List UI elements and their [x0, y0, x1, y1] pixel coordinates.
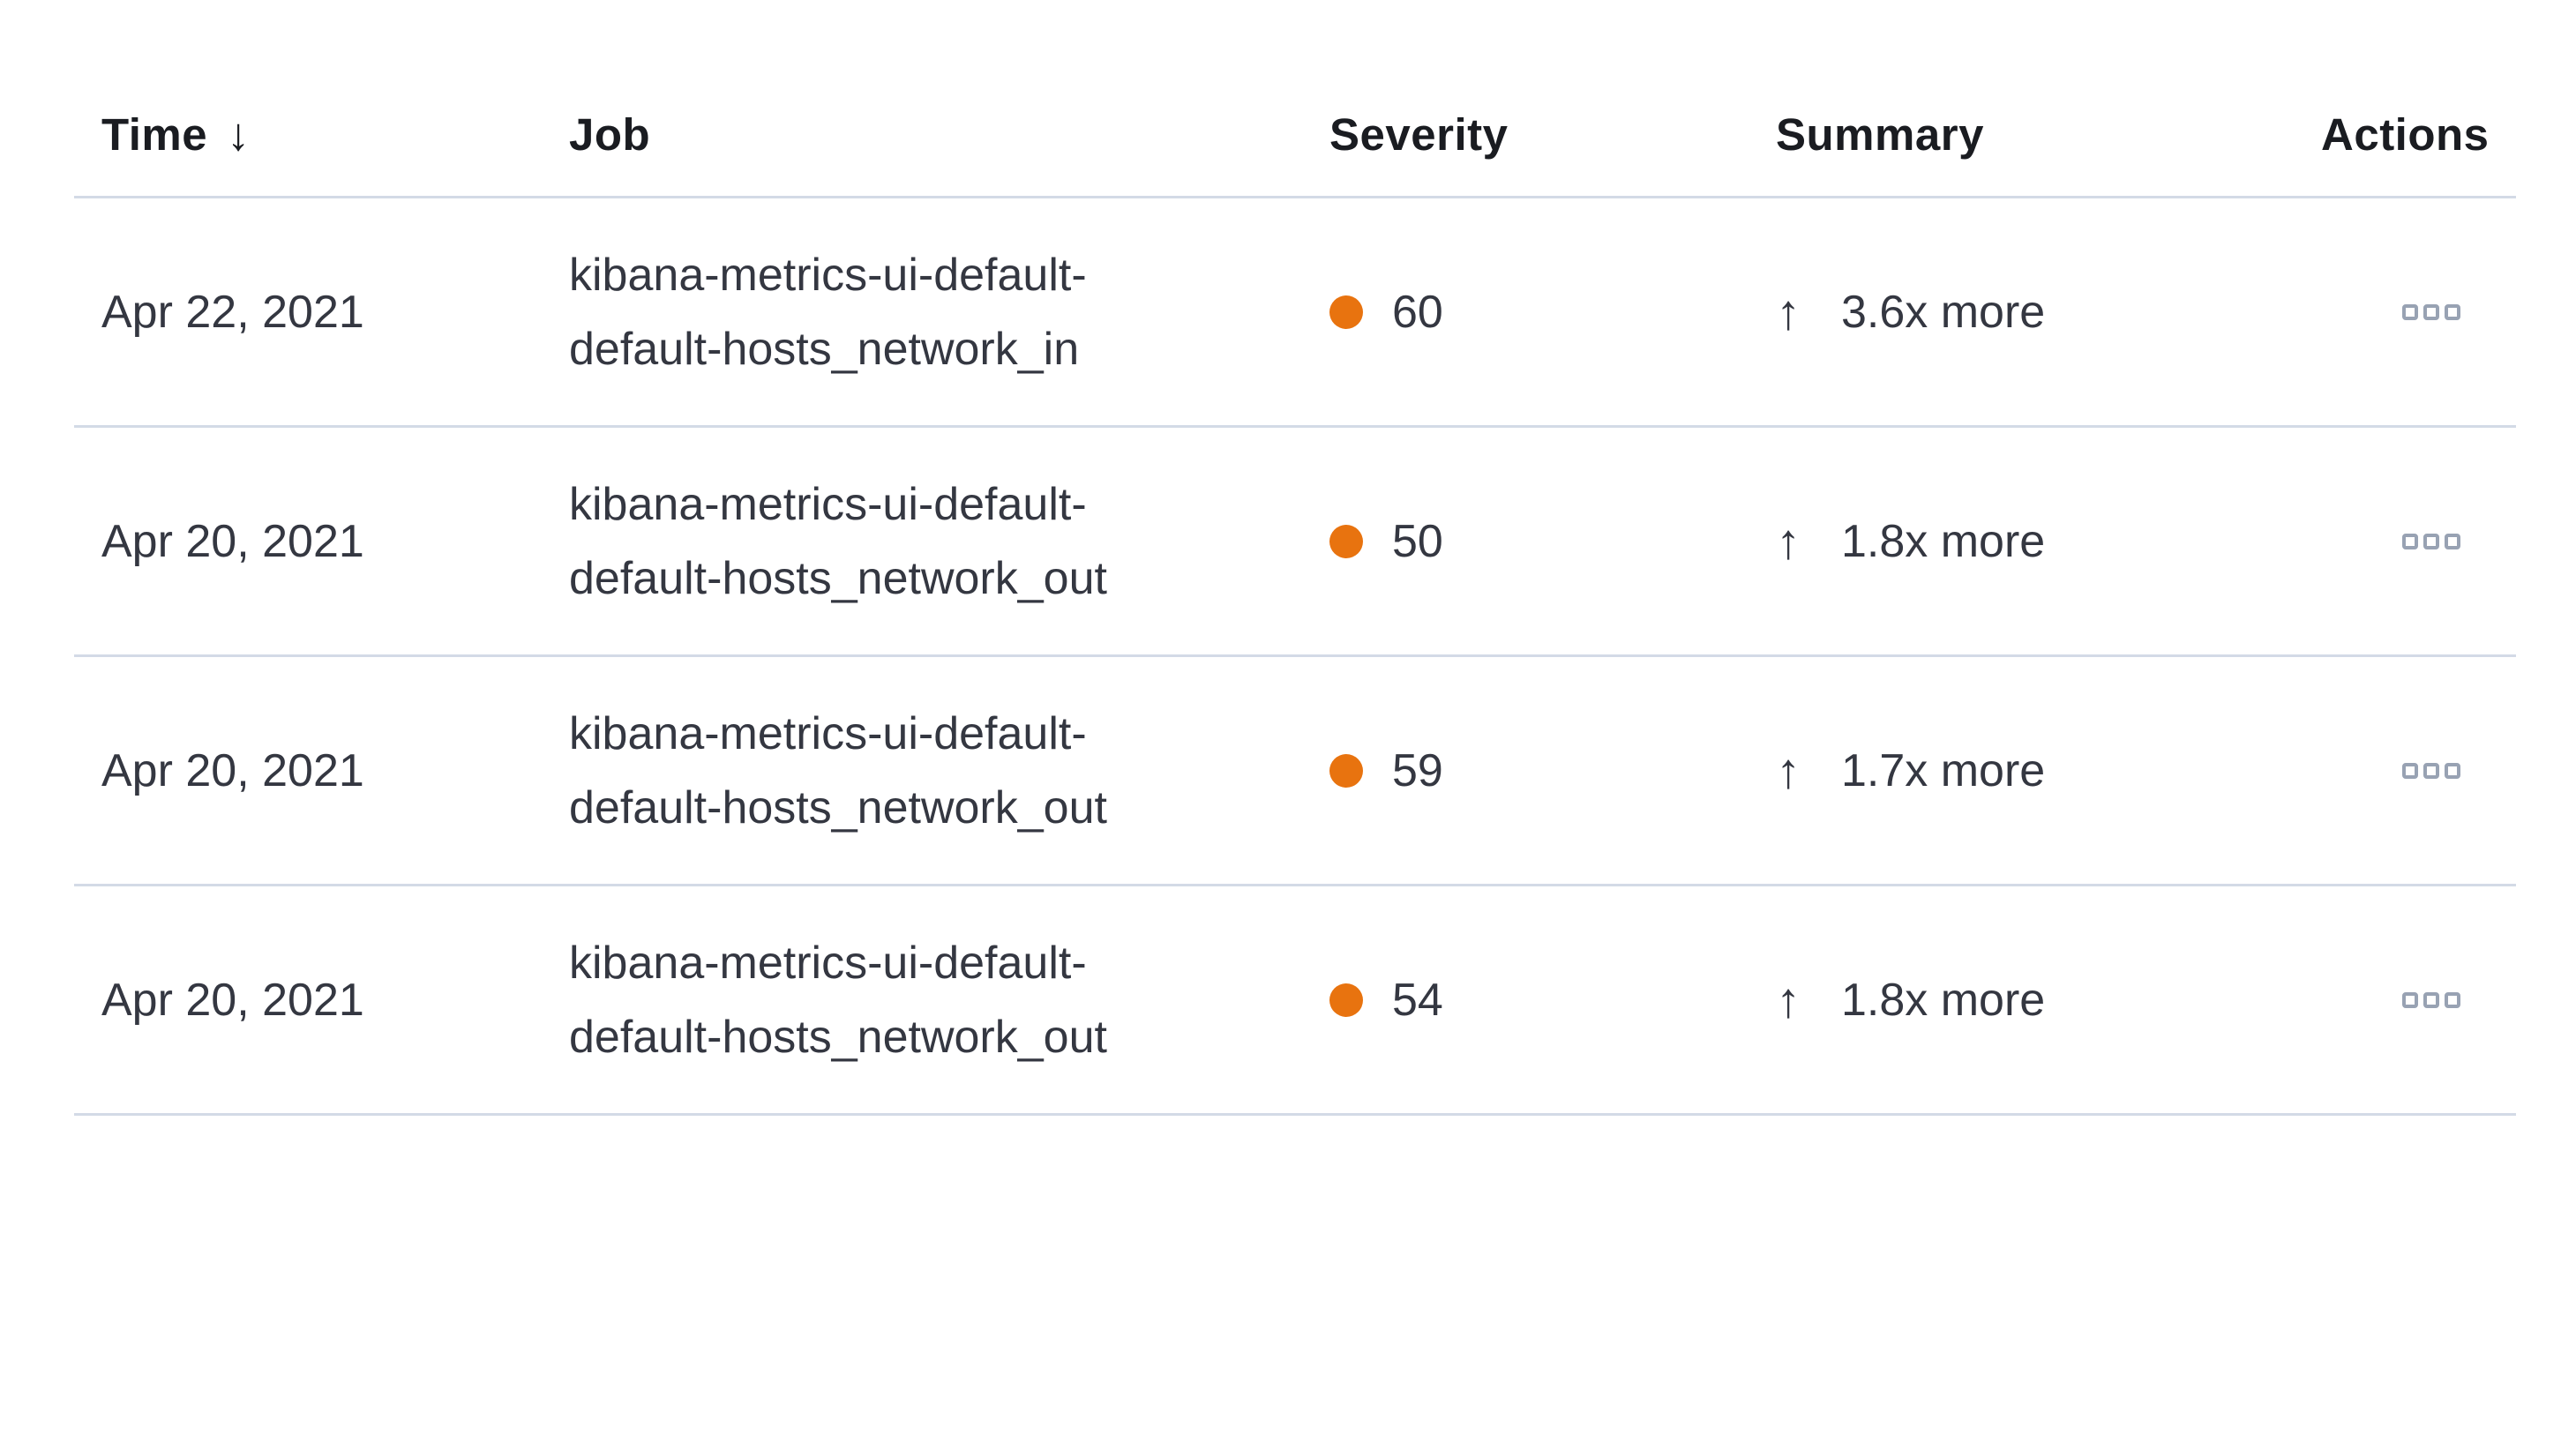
anomaly-job-line-2: default-hosts_network_out — [569, 1011, 1107, 1063]
anomaly-job-line-1: kibana-metrics-ui-default- — [569, 937, 1087, 989]
trend-up-icon: ↑ — [1776, 742, 1801, 798]
anomaly-actions — [2294, 533, 2516, 549]
anomaly-severity: 54 — [1302, 973, 1749, 1028]
anomaly-job: kibana-metrics-ui-default- default-hosts… — [542, 238, 1302, 386]
column-header-severity-label: Severity — [1329, 109, 1509, 160]
boxes-horizontal-icon — [2402, 762, 2460, 779]
anomaly-time: Apr 20, 2021 — [101, 515, 364, 567]
column-header-job-label: Job — [569, 109, 651, 160]
severity-dot-icon — [1329, 753, 1363, 788]
anomaly-job: kibana-metrics-ui-default- default-hosts… — [542, 467, 1302, 616]
anomalies-table: Time ↓ Job Severity Summary Actions Apr … — [74, 0, 2516, 1116]
table-row: Apr 20, 2021 kibana-metrics-ui-default- … — [74, 886, 2516, 1116]
boxes-horizontal-icon — [2402, 303, 2460, 320]
table-row: Apr 22, 2021 kibana-metrics-ui-default- … — [74, 198, 2516, 428]
summary-value: 1.8x more — [1841, 515, 2046, 567]
column-header-actions: Actions — [2294, 0, 2516, 196]
anomaly-time: Apr 22, 2021 — [101, 286, 364, 338]
summary-value: 1.8x more — [1841, 974, 2046, 1026]
column-header-actions-label: Actions — [2321, 109, 2490, 160]
row-actions-button[interactable] — [2402, 533, 2460, 549]
anomaly-time: Apr 20, 2021 — [101, 974, 364, 1026]
boxes-horizontal-icon — [2402, 991, 2460, 1008]
anomaly-job-line-1: kibana-metrics-ui-default- — [569, 249, 1087, 301]
table-row: Apr 20, 2021 kibana-metrics-ui-default- … — [74, 657, 2516, 886]
table-row: Apr 20, 2021 kibana-metrics-ui-default- … — [74, 428, 2516, 657]
severity-dot-icon — [1329, 524, 1363, 558]
column-header-job: Job — [542, 0, 1302, 196]
column-header-summary: Summary — [1749, 0, 2294, 196]
column-header-time[interactable]: Time ↓ — [74, 0, 542, 196]
anomaly-severity: 59 — [1302, 744, 1749, 798]
column-header-time-label: Time — [101, 109, 208, 160]
anomaly-severity: 60 — [1302, 285, 1749, 340]
anomaly-job-line-1: kibana-metrics-ui-default- — [569, 707, 1087, 759]
trend-up-icon: ↑ — [1776, 283, 1801, 340]
anomaly-summary: ↑ 1.8x more — [1749, 512, 2294, 569]
column-header-summary-label: Summary — [1776, 109, 1984, 160]
severity-dot-icon — [1329, 983, 1363, 1017]
severity-value: 50 — [1392, 515, 1443, 567]
anomaly-actions — [2294, 991, 2516, 1008]
anomaly-job: kibana-metrics-ui-default- default-hosts… — [542, 697, 1302, 845]
severity-dot-icon — [1329, 295, 1363, 329]
anomaly-job-line-1: kibana-metrics-ui-default- — [569, 478, 1087, 530]
boxes-horizontal-icon — [2402, 533, 2460, 549]
row-actions-button[interactable] — [2402, 303, 2460, 320]
severity-value: 54 — [1392, 974, 1443, 1026]
anomaly-summary: ↑ 3.6x more — [1749, 283, 2294, 340]
sort-descending-icon: ↓ — [227, 109, 251, 161]
severity-value: 60 — [1392, 286, 1443, 338]
anomaly-summary: ↑ 1.8x more — [1749, 971, 2294, 1028]
anomaly-actions — [2294, 303, 2516, 320]
trend-up-icon: ↑ — [1776, 512, 1801, 569]
severity-value: 59 — [1392, 744, 1443, 796]
anomaly-time: Apr 20, 2021 — [101, 744, 364, 796]
anomaly-actions — [2294, 762, 2516, 779]
anomaly-summary: ↑ 1.7x more — [1749, 742, 2294, 798]
anomaly-job-line-2: default-hosts_network_in — [569, 323, 1080, 375]
row-actions-button[interactable] — [2402, 991, 2460, 1008]
column-header-severity: Severity — [1302, 0, 1749, 196]
row-actions-button[interactable] — [2402, 762, 2460, 779]
summary-value: 1.7x more — [1841, 744, 2046, 796]
anomaly-severity: 50 — [1302, 514, 1749, 569]
anomaly-job-line-2: default-hosts_network_out — [569, 781, 1107, 833]
summary-value: 3.6x more — [1841, 286, 2046, 338]
anomaly-job: kibana-metrics-ui-default- default-hosts… — [542, 926, 1302, 1074]
table-header-row: Time ↓ Job Severity Summary Actions — [74, 0, 2516, 198]
anomaly-job-line-2: default-hosts_network_out — [569, 552, 1107, 604]
trend-up-icon: ↑ — [1776, 971, 1801, 1028]
